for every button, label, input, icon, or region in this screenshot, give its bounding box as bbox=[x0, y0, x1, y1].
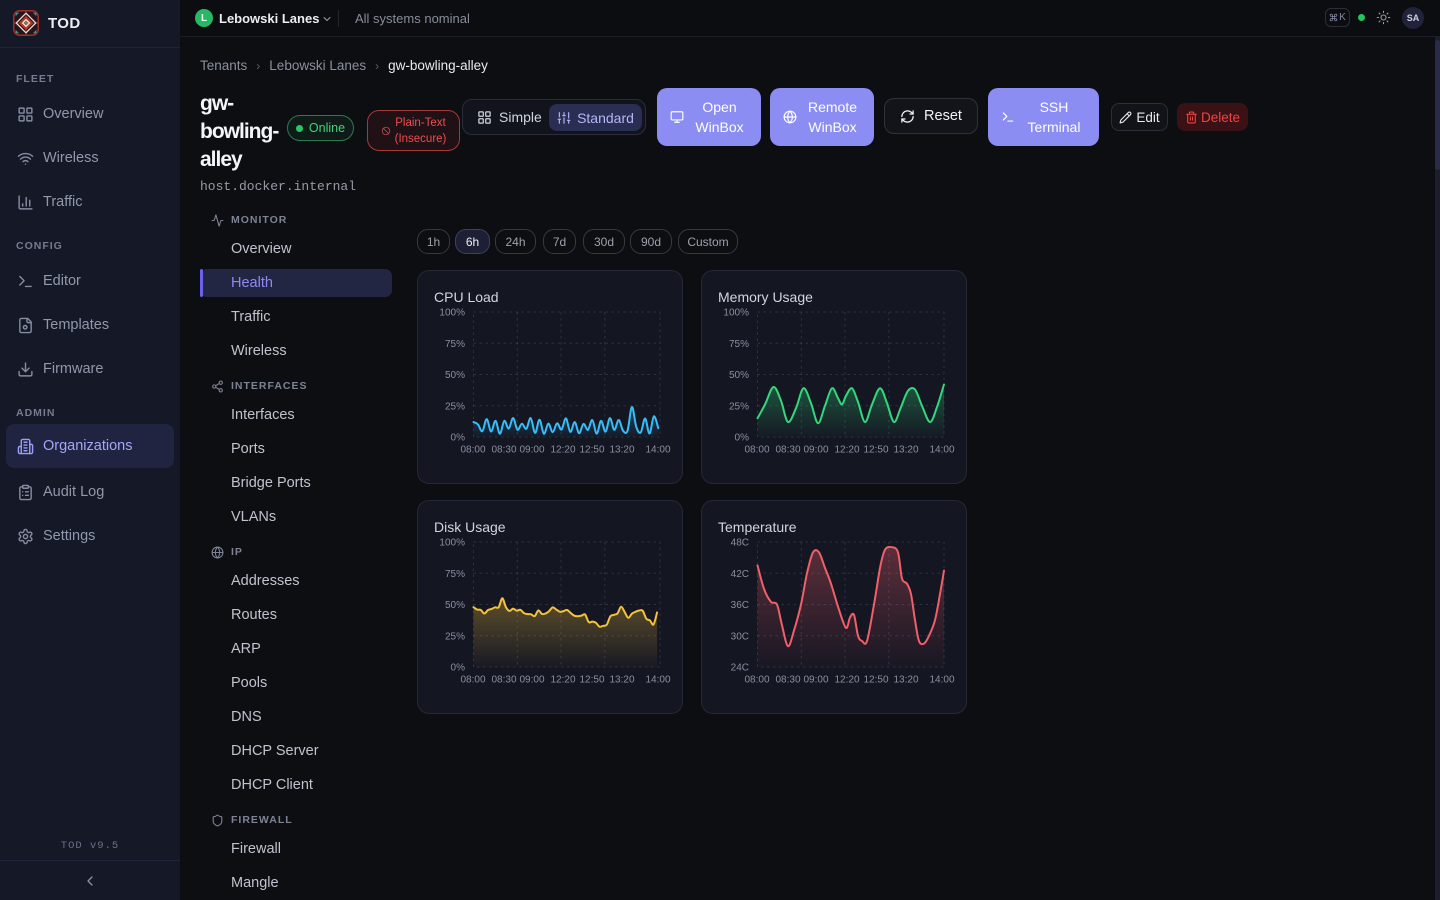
svg-text:14:00: 14:00 bbox=[929, 445, 954, 456]
svg-text:12:50: 12:50 bbox=[579, 445, 604, 456]
svg-text:12:20: 12:20 bbox=[834, 445, 859, 456]
svg-text:25%: 25% bbox=[729, 401, 749, 412]
svg-text:08:30: 08:30 bbox=[775, 445, 800, 456]
svg-text:12:50: 12:50 bbox=[863, 675, 888, 686]
svg-text:Memory Usage: Memory Usage bbox=[718, 289, 813, 305]
svg-text:Disk Usage: Disk Usage bbox=[434, 519, 506, 535]
svg-text:12:20: 12:20 bbox=[550, 675, 575, 686]
svg-text:100%: 100% bbox=[439, 308, 465, 319]
svg-text:50%: 50% bbox=[445, 600, 465, 611]
svg-text:CPU Load: CPU Load bbox=[434, 289, 499, 305]
svg-text:12:50: 12:50 bbox=[863, 445, 888, 456]
svg-text:50%: 50% bbox=[729, 370, 749, 381]
svg-text:0%: 0% bbox=[451, 433, 466, 444]
svg-text:Temperature: Temperature bbox=[718, 519, 797, 535]
svg-text:08:30: 08:30 bbox=[491, 675, 516, 686]
svg-text:14:00: 14:00 bbox=[645, 445, 670, 456]
svg-text:75%: 75% bbox=[729, 339, 749, 350]
svg-text:12:50: 12:50 bbox=[579, 675, 604, 686]
svg-text:08:00: 08:00 bbox=[460, 675, 485, 686]
svg-text:08:30: 08:30 bbox=[775, 675, 800, 686]
svg-text:09:00: 09:00 bbox=[519, 675, 544, 686]
svg-text:50%: 50% bbox=[445, 370, 465, 381]
svg-text:42C: 42C bbox=[731, 569, 749, 580]
svg-text:12:20: 12:20 bbox=[834, 675, 859, 686]
svg-text:25%: 25% bbox=[445, 631, 465, 642]
svg-text:0%: 0% bbox=[735, 433, 750, 444]
svg-text:75%: 75% bbox=[445, 339, 465, 350]
svg-text:100%: 100% bbox=[439, 538, 465, 549]
svg-text:08:00: 08:00 bbox=[744, 675, 769, 686]
svg-text:09:00: 09:00 bbox=[519, 445, 544, 456]
svg-text:09:00: 09:00 bbox=[803, 445, 828, 456]
svg-text:100%: 100% bbox=[723, 308, 749, 319]
svg-text:13:20: 13:20 bbox=[609, 445, 634, 456]
svg-text:36C: 36C bbox=[731, 600, 749, 611]
svg-text:13:20: 13:20 bbox=[893, 675, 918, 686]
svg-text:14:00: 14:00 bbox=[929, 675, 954, 686]
svg-text:14:00: 14:00 bbox=[645, 675, 670, 686]
svg-text:13:20: 13:20 bbox=[609, 675, 634, 686]
svg-text:48C: 48C bbox=[731, 538, 749, 549]
svg-text:25%: 25% bbox=[445, 401, 465, 412]
svg-text:09:00: 09:00 bbox=[803, 675, 828, 686]
svg-text:08:00: 08:00 bbox=[744, 445, 769, 456]
svg-text:08:00: 08:00 bbox=[460, 445, 485, 456]
svg-text:13:20: 13:20 bbox=[893, 445, 918, 456]
svg-text:0%: 0% bbox=[451, 663, 466, 674]
svg-text:75%: 75% bbox=[445, 569, 465, 580]
svg-text:12:20: 12:20 bbox=[550, 445, 575, 456]
svg-text:30C: 30C bbox=[731, 631, 749, 642]
svg-text:24C: 24C bbox=[731, 663, 749, 674]
svg-text:08:30: 08:30 bbox=[491, 445, 516, 456]
